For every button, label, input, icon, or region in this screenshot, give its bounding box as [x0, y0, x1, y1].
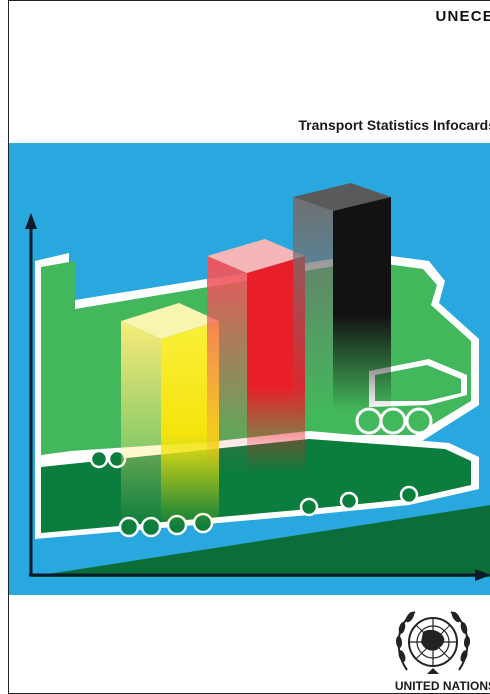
axis-lines: [25, 213, 490, 581]
bar-red: [207, 239, 305, 473]
cover-illustration: [9, 143, 490, 595]
bar-yellow: [121, 303, 219, 527]
document-cover: UNECE Transport Statistics Infocards: [8, 0, 490, 694]
document-title: Transport Statistics Infocards: [298, 117, 490, 133]
publisher-label: UNITED NATIONS: [394, 679, 490, 693]
organization-title: UNECE: [435, 8, 490, 25]
bar-black: [293, 183, 391, 411]
un-emblem-icon: [395, 611, 471, 674]
